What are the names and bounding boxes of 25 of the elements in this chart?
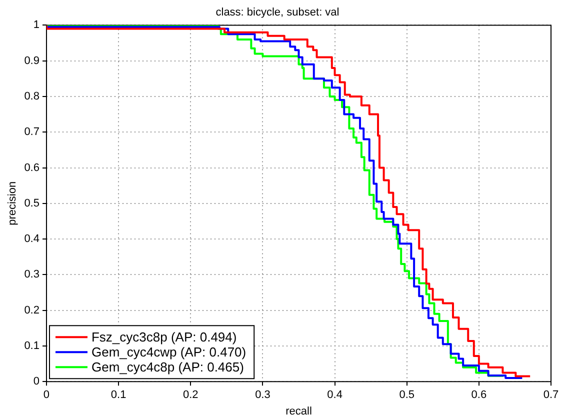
y-tick-label: 0.5 bbox=[24, 197, 40, 210]
x-axis-title: recall bbox=[286, 405, 312, 418]
y-tick-label: 0.9 bbox=[24, 54, 40, 67]
x-tick-label: 0.1 bbox=[110, 389, 126, 402]
x-tick-label: 0.4 bbox=[327, 389, 342, 402]
x-tick-label: 0.5 bbox=[399, 389, 415, 402]
y-tick-label: 0.8 bbox=[24, 90, 40, 103]
x-tick-label: 0 bbox=[43, 389, 50, 402]
x-tick-label: 0.6 bbox=[471, 389, 487, 402]
x-tick-label: 0.3 bbox=[255, 389, 270, 402]
y-tick-label: 0.1 bbox=[24, 340, 40, 352]
chart-title: class: bicycle, subset: val bbox=[216, 6, 340, 19]
y-tick-label: 1 bbox=[33, 19, 40, 32]
y-axis-title: precision bbox=[6, 181, 19, 226]
x-tick-label: 0.7 bbox=[543, 389, 559, 402]
legend-label: Gem_cyc4c8p (AP: 0.465) bbox=[91, 360, 244, 375]
y-tick-label: 0.4 bbox=[24, 233, 40, 246]
x-tick-label: 0.2 bbox=[182, 389, 198, 402]
legend-label: Fsz_cyc3c8p (AP: 0.494) bbox=[91, 330, 237, 345]
y-tick-label: 0.6 bbox=[24, 162, 40, 174]
y-tick-label: 0.3 bbox=[24, 268, 40, 281]
y-tick-label: 0.7 bbox=[24, 126, 40, 138]
y-tick-label: 0.2 bbox=[24, 304, 40, 316]
y-tick-label: 0 bbox=[33, 376, 40, 388]
legend-label: Gem_cyc4cwp (AP: 0.470) bbox=[91, 344, 246, 360]
